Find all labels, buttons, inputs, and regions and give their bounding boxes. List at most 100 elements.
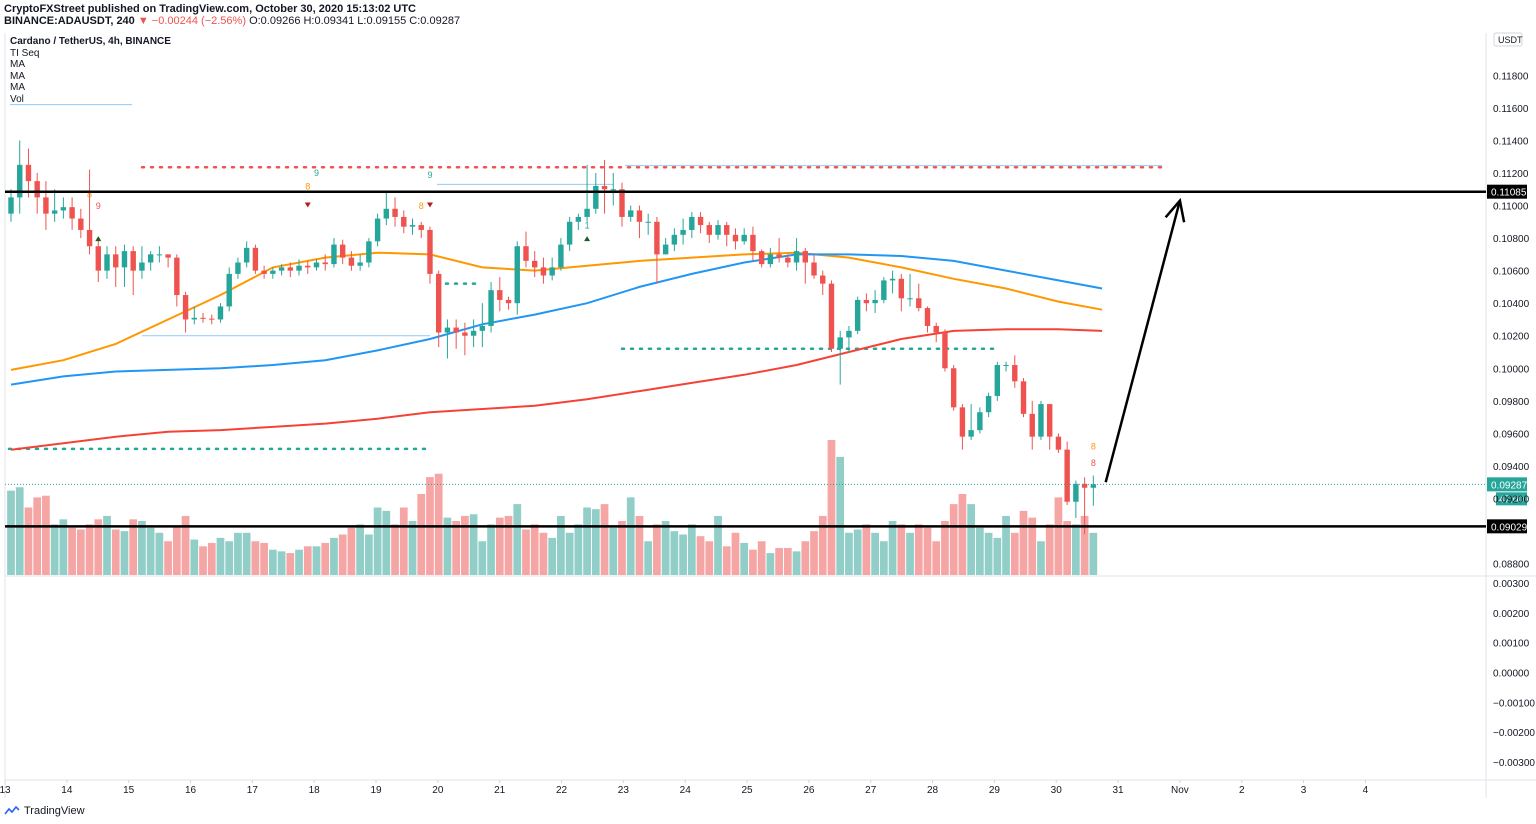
- volume-bar: [714, 515, 722, 575]
- candle: [497, 290, 503, 300]
- volume-bar: [975, 527, 984, 575]
- price-tick-label: 0.09600: [1493, 429, 1530, 440]
- volume-bar: [557, 515, 565, 575]
- support-label-box: [1487, 519, 1527, 534]
- candle: [226, 273, 232, 307]
- candle: [95, 246, 101, 271]
- indicator-ti-seq[interactable]: TI Seq: [10, 47, 40, 59]
- candle: [235, 262, 241, 274]
- indicator-ma-3[interactable]: MA: [10, 82, 25, 94]
- volume-bar: [356, 524, 365, 575]
- candle: [34, 181, 40, 198]
- support-price-label: 0.09029: [1491, 522, 1528, 533]
- td-count-label: 8: [305, 181, 310, 191]
- td-count-label: 9: [427, 170, 432, 180]
- candle: [1003, 365, 1009, 367]
- volume-bar: [635, 515, 644, 575]
- volume-bar: [609, 527, 618, 575]
- resistance-price-label: 0.11085: [1491, 188, 1527, 199]
- volume-bar: [1037, 541, 1045, 575]
- candle: [121, 251, 128, 268]
- candle: [383, 208, 390, 219]
- price-change: ▼ −0.00244 (−2.56%): [137, 15, 246, 27]
- candle: [514, 246, 520, 304]
- volume-bar: [513, 504, 522, 575]
- volume-bar: [365, 534, 373, 575]
- candle: [348, 257, 355, 266]
- candle: [645, 221, 651, 223]
- indicator-volume[interactable]: Vol: [10, 93, 24, 105]
- time-tick-label: 27: [865, 785, 877, 796]
- ohlc-values: O:0.09266 H:0.09341 L:0.09155 C:0.09287: [249, 15, 461, 27]
- candle: [793, 251, 800, 263]
- td-count-label: 8: [419, 201, 424, 211]
- candle: [994, 365, 1001, 396]
- volume-bar: [749, 549, 757, 575]
- time-tick-label: 21: [494, 785, 506, 796]
- candle: [532, 260, 538, 268]
- volume-bar: [1054, 497, 1063, 575]
- volume-bar: [722, 546, 731, 575]
- indicator-ma-2[interactable]: MA: [10, 70, 25, 82]
- candle: [959, 407, 966, 437]
- candle: [401, 216, 407, 227]
- candle: [1081, 483, 1088, 488]
- volume-bar: [120, 531, 129, 575]
- volume-bar: [1072, 524, 1080, 575]
- candle: [113, 254, 119, 268]
- buy-arrow-icon: [584, 236, 591, 242]
- volume-bar: [845, 532, 853, 575]
- volume-bar: [129, 519, 138, 575]
- volume-bar: [818, 515, 827, 575]
- time-tick-label: 23: [618, 785, 630, 796]
- sell-arrow-icon: [426, 202, 433, 208]
- candle: [811, 262, 817, 276]
- candle: [86, 229, 93, 247]
- volume-bar: [862, 524, 871, 575]
- candle: [977, 412, 983, 431]
- price-tick-label: 0.11600: [1493, 104, 1529, 115]
- buy-arrow-icon: [95, 236, 102, 242]
- volume-bar: [888, 521, 897, 575]
- chart-legend: Cardano / TetherUS, 4h, BINANCE TI Seq M…: [10, 36, 171, 106]
- volume-bar: [644, 541, 653, 575]
- candle: [147, 254, 154, 263]
- candle: [51, 210, 58, 214]
- candle: [968, 430, 974, 437]
- volume-bar: [958, 494, 967, 575]
- candle: [741, 234, 747, 242]
- volume-bar: [906, 532, 914, 575]
- volume-bar: [1080, 515, 1089, 575]
- candle: [785, 257, 791, 263]
- candle: [593, 185, 599, 209]
- volume-bar: [68, 527, 76, 575]
- candle: [366, 241, 372, 263]
- ma-mid-line: [10, 253, 1103, 386]
- last-price-label: 0.09287: [1491, 480, 1528, 491]
- td-count-label: 8: [1091, 442, 1096, 452]
- volume-bar: [286, 553, 295, 575]
- projection-arrow-line: [1104, 200, 1182, 483]
- volume-bar: [216, 537, 225, 575]
- td-count-label: 8: [1091, 458, 1096, 468]
- volume-bar: [33, 497, 42, 575]
- candle: [165, 254, 171, 258]
- oscillator-tick-label: −0.00200: [1493, 728, 1535, 739]
- candle: [907, 298, 913, 300]
- volume-bar: [897, 524, 906, 575]
- volume-bar: [1002, 515, 1010, 575]
- candle: [680, 229, 686, 235]
- time-tick-label: 14: [61, 785, 73, 796]
- volume-bar: [679, 534, 687, 575]
- candle: [322, 262, 328, 265]
- brand-label: TradingView: [24, 805, 85, 817]
- price-tick-label: 0.09800: [1493, 397, 1530, 408]
- candle: [523, 246, 529, 261]
- volume-bar: [539, 532, 548, 575]
- ma-slow-line: [10, 328, 1103, 451]
- candle: [462, 332, 468, 336]
- time-tick-label: 16: [185, 785, 197, 796]
- indicator-ma-1[interactable]: MA: [10, 59, 25, 71]
- candle: [950, 368, 957, 408]
